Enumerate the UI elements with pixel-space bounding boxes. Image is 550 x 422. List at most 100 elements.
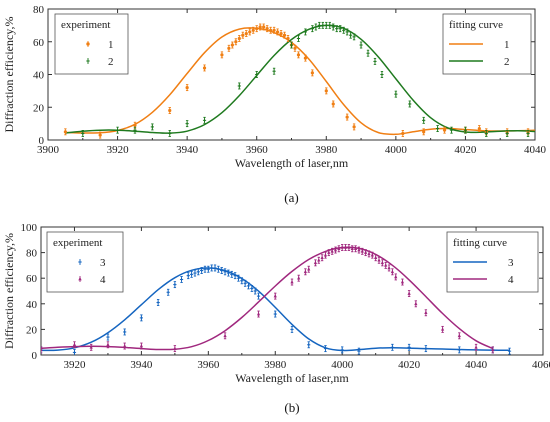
experiment-series-2 [81,21,530,137]
data-point [293,46,297,50]
data-point [390,269,394,274]
data-point [251,28,255,32]
data-point [230,272,234,276]
data-point [89,345,93,349]
legend-title: fitting curve [449,19,503,31]
data-point [220,268,224,273]
data-point [253,289,257,293]
data-point [347,245,351,249]
data-point [360,249,364,253]
data-point [185,86,189,90]
data-point [246,284,251,288]
legend-frame [54,13,129,75]
data-point [320,255,324,259]
data-point [139,343,143,348]
data-point [370,252,374,257]
x-axis-label: Wavelength of laser,nm [235,371,349,385]
data-point [477,126,481,131]
panel-label: (b) [284,400,299,415]
data-point [279,31,283,36]
data-point [414,301,418,306]
data-point [449,128,454,132]
data-point [337,246,341,251]
legend-title: experiment [61,19,110,31]
x-tick-label: 4020 [454,144,477,156]
fitting-curve-2 [65,24,535,134]
data-point [357,247,361,252]
data-point [330,249,334,253]
y-tick-label: 40 [33,70,45,82]
data-point [190,272,194,276]
x-tick-label: 3940 [130,359,153,371]
data-point [394,92,398,96]
data-point [350,246,354,251]
data-point [233,274,237,278]
data-point [156,300,160,305]
y-axis-label: Diffraction efficiency,% [2,233,16,349]
data-point [230,43,234,47]
data-point [226,271,231,275]
legend-entry: 3 [508,257,514,269]
data-point [186,274,190,278]
data-point [206,267,210,271]
x-tick-label: 4040 [465,359,488,371]
data-point [115,128,120,132]
data-point [342,28,346,32]
data-point [41,347,43,352]
data-point [317,258,321,262]
data-point [424,347,428,351]
data-point [106,342,110,347]
data-point [123,330,127,334]
data-point [310,27,314,31]
data-point [367,251,371,256]
data-point [255,27,259,31]
data-point [286,36,290,41]
data-point [237,36,241,41]
data-point [324,89,328,93]
x-tick-label: 3900 [37,144,60,156]
data-point [273,293,277,298]
x-tick-label: 3940 [176,144,199,156]
data-point [202,66,207,70]
data-point [313,260,318,265]
legend-frame [46,231,124,293]
data-point [133,123,137,127]
data-point [408,102,412,106]
legend-title: experiment [53,237,102,249]
fitting-curve-1 [65,27,535,136]
data-point [442,128,447,132]
data-point [463,128,468,132]
x-tick-label: 4040 [524,144,547,156]
data-point [210,266,214,270]
data-point [384,263,388,267]
data-point [303,56,308,60]
data-point [272,28,276,32]
data-point [41,348,43,352]
data-point [357,349,361,353]
data-point [262,25,266,29]
data-point [400,279,405,284]
data-point [441,327,445,331]
panel-label: (a) [284,190,298,205]
data-point [359,43,363,47]
data-point [323,347,328,351]
legend-entry: 4 [100,274,106,286]
chart-panel-2: 3920394039603980400040204040406002040608… [2,222,550,415]
data-point [78,276,82,281]
fitting-curve-3 [41,267,510,352]
x-tick-label: 4000 [385,144,408,156]
data-point [331,25,335,29]
data-point [436,126,440,131]
data-point [63,130,67,134]
data-point [394,274,398,279]
data-point [297,276,301,280]
x-tick-label: 3920 [63,359,86,371]
data-point [200,268,204,273]
data-point [185,122,189,126]
y-tick-label: 80 [33,4,45,16]
data-point [390,345,394,349]
data-point [422,118,426,122]
data-point [345,115,349,119]
